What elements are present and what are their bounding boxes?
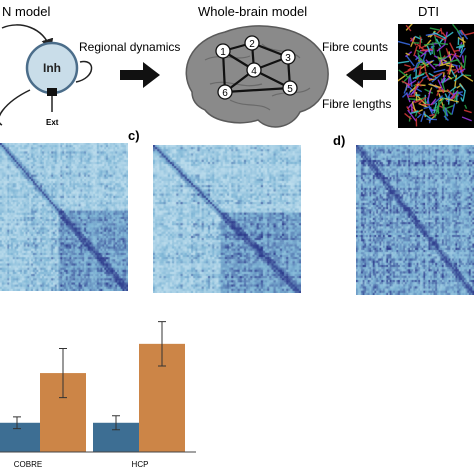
dti-title: DTI: [418, 4, 439, 19]
left-arrow-icon: [346, 62, 386, 88]
x-tick-label-cobre: COBRE: [14, 460, 42, 469]
brain-node-3: 3: [280, 49, 296, 65]
brain-title: Whole-brain model: [198, 4, 307, 19]
connectivity-matrix-d: [356, 145, 474, 295]
right-arrow-icon: [120, 62, 160, 88]
brain-node-5: 5: [282, 80, 298, 96]
brain-node-4: 4: [246, 62, 262, 78]
output-loop: [0, 89, 31, 126]
brain-node-6: 6: [217, 84, 233, 100]
connectivity-matrix-c: [153, 145, 301, 293]
ext-label: Ext: [46, 118, 59, 127]
neural-mass-model: N model Inh Ext: [0, 4, 93, 127]
svg-text:2: 2: [249, 39, 255, 50]
svg-text:6: 6: [222, 88, 228, 99]
regional-dynamics-label: Regional dynamics: [79, 40, 180, 54]
brain-nodes: 1 2 3 4 5 6: [215, 35, 298, 100]
brain-node-1: 1: [215, 43, 231, 59]
inhibitory-loop: [75, 60, 93, 83]
error-bar-hcp-series-1: [112, 415, 120, 431]
brain-node-2: 2: [244, 35, 260, 51]
dti-tractography-image: [398, 24, 474, 128]
svg-text:1: 1: [220, 47, 226, 58]
bar-cobre-series-1: [0, 422, 40, 452]
error-bar-cobre-series-2: [59, 348, 67, 399]
svg-text:4: 4: [251, 66, 257, 77]
panel-d-label: d): [333, 133, 345, 148]
x-tick-label-hcp: HCP: [132, 460, 149, 469]
connectivity-matrix-b: [0, 143, 128, 291]
fibre-lengths-label: Fibre lengths: [322, 97, 391, 111]
svg-text:5: 5: [287, 84, 293, 95]
inh-label: Inh: [43, 61, 61, 75]
bar-chart: COBRE HCP: [0, 321, 196, 469]
ext-synapse: [47, 88, 57, 96]
svg-text:3: 3: [285, 53, 291, 64]
panel-c-label: c): [128, 128, 140, 143]
model-title: N model: [2, 4, 51, 19]
error-bar-cobre-series-1: [13, 416, 21, 430]
error-bar-hcp-series-2: [158, 321, 166, 367]
whole-brain-model: Whole-brain model 1 2 3 4 5 6: [185, 4, 329, 128]
fibre-counts-label: Fibre counts: [322, 40, 388, 54]
